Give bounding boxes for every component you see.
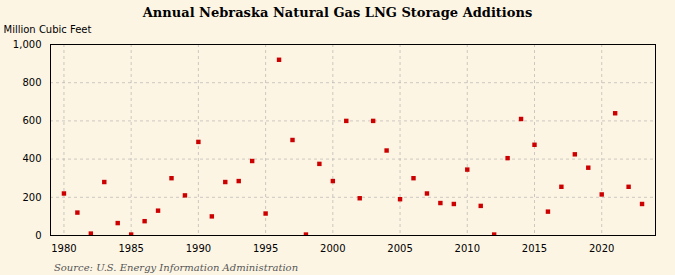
svg-text:1980: 1980 [51,243,76,254]
svg-text:1985: 1985 [118,243,143,254]
svg-text:Million Cubic Feet: Million Cubic Feet [4,24,92,35]
svg-text:2005: 2005 [387,243,412,254]
svg-text:2000: 2000 [320,243,345,254]
svg-text:2015: 2015 [522,243,547,254]
html-text:Source: U.S. Energy Informatio: Source: U.S. Energy Information Administ… [54,262,299,273]
svg-text:200: 200 [22,192,41,203]
svg-text:0: 0 [35,230,41,241]
svg-text:600: 600 [22,115,41,126]
svg-text:1,000: 1,000 [13,39,42,50]
svg-text:800: 800 [22,77,41,88]
svg-text:1995: 1995 [253,243,278,254]
svg-text:2010: 2010 [455,243,480,254]
svg-text:400: 400 [22,153,41,164]
svg-text:2020: 2020 [589,243,614,254]
html-text:Annual Nebraska Natural Gas LN: Annual Nebraska Natural Gas LNG Storage … [142,5,533,20]
svg-text:1990: 1990 [186,243,211,254]
